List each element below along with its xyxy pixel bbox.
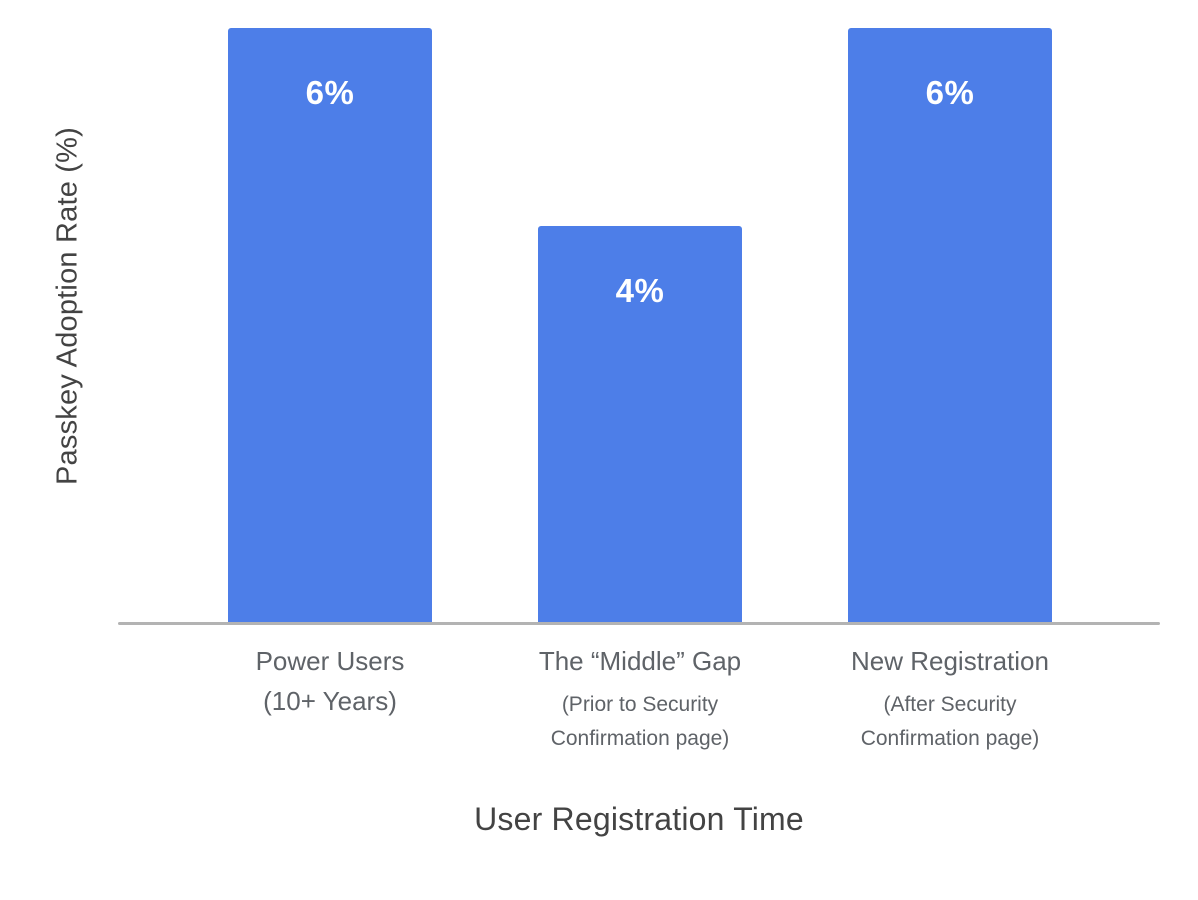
category-label-middle-gap: The “Middle” Gap (Prior to Security Conf… <box>480 641 800 756</box>
bar-new-registration: 6% <box>848 28 1052 623</box>
bar-middle-gap: 4% <box>538 226 742 623</box>
category-main-label: New Registration <box>851 646 1049 676</box>
category-main-label: The “Middle” Gap <box>538 646 742 676</box>
category-sub-label: (Prior to Security Confirmation page) <box>550 693 730 750</box>
bar-value-label: 4% <box>615 272 665 309</box>
x-axis-title: User Registration Time <box>474 801 804 837</box>
bar-power-users: 6% <box>228 28 432 623</box>
category-sub-label: (10+ Years) <box>263 686 397 716</box>
x-axis-line <box>118 622 1160 625</box>
category-label-new-registration: New Registration (After Security Confirm… <box>790 641 1110 756</box>
category-sub-label: (After Security Confirmation page) <box>860 693 1040 750</box>
y-axis-title: Passkey Adoption Rate (%) <box>51 126 84 486</box>
category-label-power-users: Power Users (10+ Years) <box>170 641 490 721</box>
bar-value-label: 6% <box>305 74 355 111</box>
bar-value-label: 6% <box>925 74 975 111</box>
category-main-label: Power Users <box>255 646 405 676</box>
